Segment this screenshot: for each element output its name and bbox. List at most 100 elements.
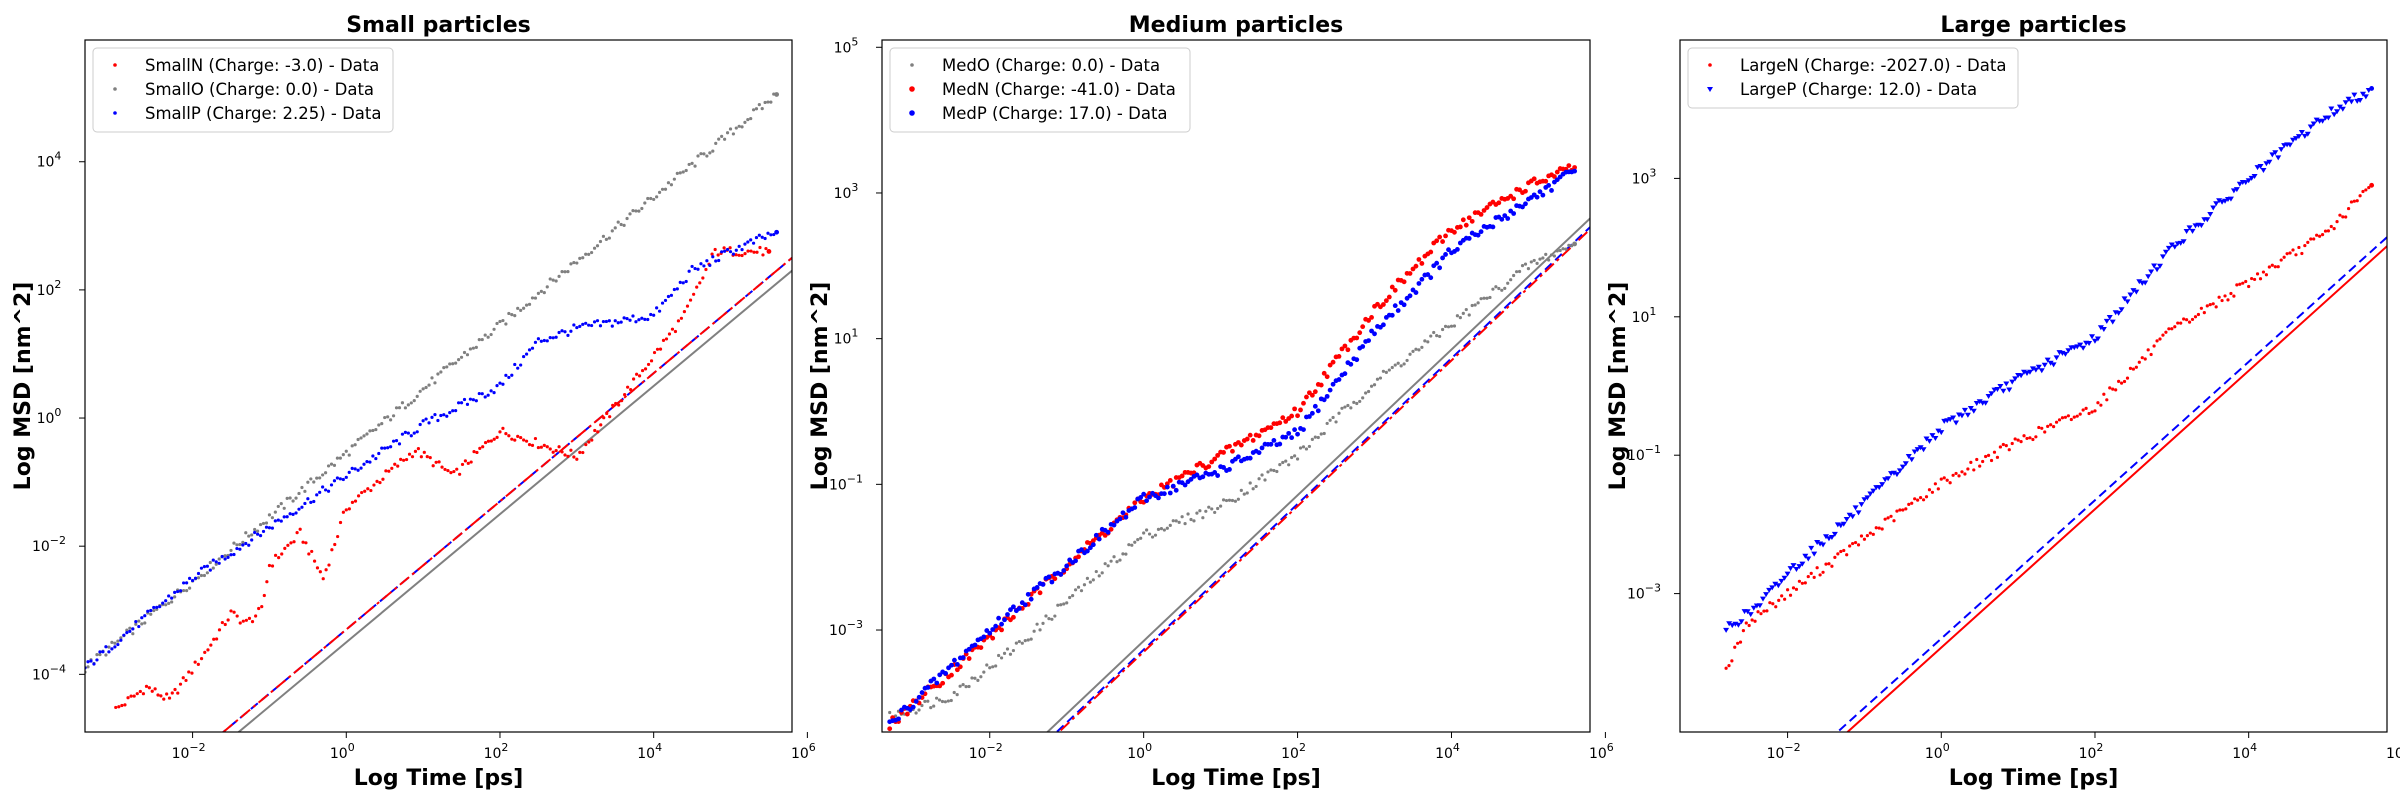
data-point (1818, 573, 1822, 577)
data-point (2109, 319, 2116, 325)
data-point (1555, 249, 1559, 253)
data-point (1364, 391, 1368, 395)
data-point (456, 358, 461, 362)
data-point (598, 239, 603, 244)
y-tick-label: 10−1 (1627, 443, 1661, 464)
data-point (1730, 659, 1734, 663)
data-point (190, 578, 195, 583)
data-point (300, 485, 304, 490)
data-point (2072, 415, 2076, 419)
data-point (329, 483, 334, 487)
data-point (751, 241, 756, 245)
data-point (1290, 455, 1294, 460)
data-point (223, 557, 227, 561)
data-point (480, 392, 484, 396)
data-point (949, 672, 954, 678)
data-point (1061, 568, 1067, 573)
data-point (966, 646, 972, 652)
data-point (150, 689, 154, 693)
data-point (539, 339, 543, 343)
data-point (462, 397, 467, 402)
data-point (332, 479, 337, 483)
data-point (2238, 282, 2242, 286)
data-point (455, 467, 459, 471)
data-point (966, 656, 972, 661)
data-point (1120, 510, 1126, 516)
data-point (1392, 287, 1398, 293)
data-point (2261, 270, 2266, 274)
data-point (2127, 292, 2134, 298)
data-point (344, 508, 348, 512)
data-point (116, 642, 120, 647)
data-point (530, 346, 535, 350)
data-point (640, 316, 644, 320)
data-point (708, 151, 712, 155)
data-point (443, 467, 447, 472)
data-point (610, 229, 614, 233)
data-point (2012, 376, 2019, 382)
data-point (1874, 526, 1878, 530)
data-point (273, 510, 277, 514)
data-point (1809, 571, 1813, 575)
data-point (2022, 434, 2026, 438)
fit-line (221, 256, 792, 732)
panel-title: Small particles (346, 13, 530, 38)
data-point (698, 281, 702, 285)
data-point (1219, 504, 1223, 508)
data-point (2069, 417, 2073, 422)
data-point (2021, 369, 2028, 375)
data-point (1040, 582, 1046, 587)
data-point (758, 245, 762, 250)
data-point (955, 693, 959, 697)
data-point (2009, 379, 2016, 385)
data-point (2309, 237, 2313, 241)
data-point (2162, 249, 2169, 255)
data-point (1360, 344, 1366, 349)
data-point (999, 621, 1004, 627)
data-point (2342, 100, 2349, 106)
data-point (1865, 534, 1869, 538)
data-point (619, 222, 623, 227)
data-point (122, 633, 126, 637)
data-point (2263, 161, 2270, 167)
data-point (626, 385, 630, 389)
data-point (1366, 338, 1372, 344)
data-point (341, 510, 346, 514)
data-point (448, 362, 452, 366)
data-point (2146, 348, 2150, 352)
data-point (318, 490, 322, 494)
data-point (1105, 529, 1111, 535)
data-point (1438, 334, 1442, 339)
data-point (226, 555, 230, 559)
data-point (2255, 272, 2260, 276)
data-point (2093, 409, 2097, 413)
data-point (1506, 281, 1510, 285)
data-point (1339, 346, 1345, 352)
data-point (137, 619, 141, 623)
data-point (2149, 352, 2153, 357)
data-point (2319, 118, 2326, 124)
data-point (2369, 86, 2375, 91)
data-point (604, 319, 608, 324)
data-point (536, 445, 541, 450)
data-point (1833, 555, 1837, 559)
data-point (187, 670, 191, 674)
data-point (2251, 174, 2258, 180)
data-point (981, 634, 987, 640)
y-tick-label: 100 (37, 406, 62, 427)
data-point (693, 266, 697, 271)
data-point (2179, 321, 2183, 325)
data-point (356, 437, 360, 442)
data-point (2282, 255, 2286, 259)
data-point (1369, 315, 1374, 320)
data-point (2016, 438, 2020, 442)
data-point (2167, 327, 2171, 331)
data-point (1357, 330, 1363, 336)
data-point (1062, 602, 1066, 606)
legend-marker (910, 63, 914, 67)
data-point (1440, 327, 1445, 332)
data-point (1053, 614, 1057, 618)
data-point (1759, 612, 1763, 616)
data-point (412, 431, 416, 435)
data-point (1011, 604, 1016, 610)
